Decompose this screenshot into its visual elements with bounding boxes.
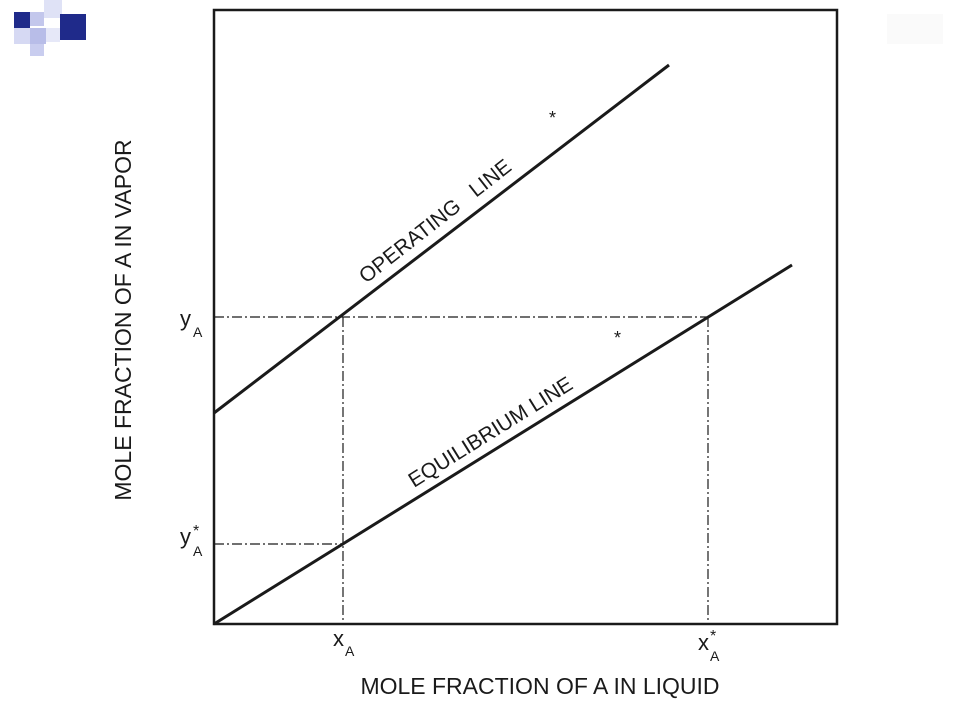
slide-decoration <box>14 0 86 56</box>
decor-square-dark-1 <box>14 12 30 28</box>
equilibrium-line-star: * <box>614 328 621 348</box>
decor-square-light-1 <box>30 12 44 26</box>
tick-label-yA-main: y <box>180 306 191 331</box>
tick-label-yA-star-sup: * <box>193 523 199 540</box>
decor-square-light-6 <box>30 44 44 56</box>
operating-line <box>213 63 670 415</box>
decor-square-dark-2 <box>60 14 86 40</box>
x-axis-title: MOLE FRACTION OF A IN LIQUID <box>360 673 719 699</box>
tick-label-xA-star-sub: A <box>710 648 720 664</box>
tick-label-xA-star-sup: * <box>710 628 716 645</box>
equilibrium-line-label: EQUILIBRIUM LINE <box>404 373 577 493</box>
decor-square-light-5 <box>46 28 60 42</box>
tick-label-xA-sub: A <box>345 643 355 659</box>
tick-label-xA: x A <box>333 626 355 659</box>
tick-label-xA-star-main: x <box>698 630 709 655</box>
reference-lines <box>214 316 709 624</box>
y-axis-title: MOLE FRACTION OF A IN VAPOR <box>110 139 136 500</box>
tick-label-yA-star-main: y <box>180 524 191 549</box>
tick-label-yA: y A <box>180 306 203 340</box>
tick-label-xA-star: x * A <box>698 628 720 664</box>
equilibrium-line <box>213 263 793 626</box>
operating-line-label: OPERATING LINE <box>355 155 516 288</box>
decor-square-light-2 <box>44 0 62 18</box>
corner-placeholder <box>887 14 943 44</box>
decor-square-light-3 <box>14 28 30 44</box>
operating-line-star: * <box>549 108 556 128</box>
decor-square-light-4 <box>30 28 46 44</box>
tick-label-yA-sub: A <box>193 324 203 340</box>
tick-label-xA-main: x <box>333 626 344 651</box>
tick-label-yA-star-sub: A <box>193 543 203 559</box>
tick-label-yA-star: y A * <box>180 523 203 559</box>
